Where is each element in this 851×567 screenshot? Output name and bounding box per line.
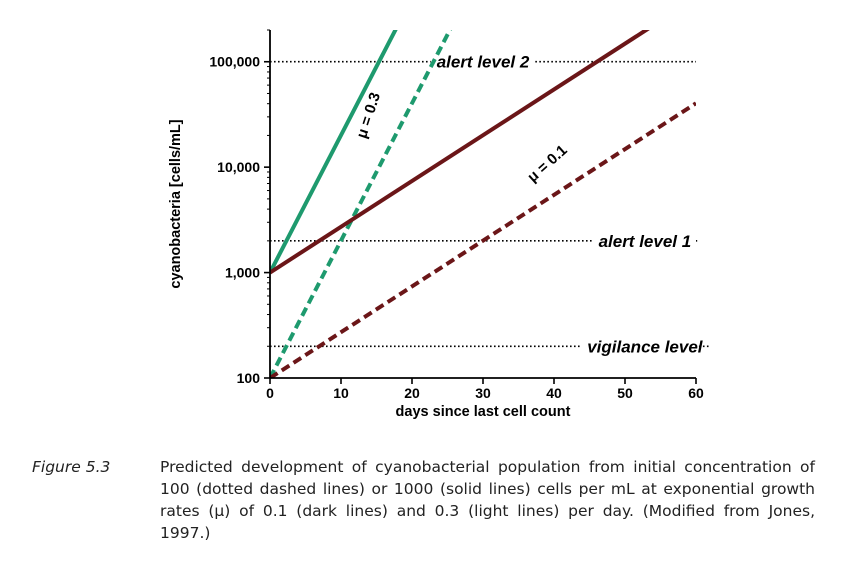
series-line <box>270 30 398 274</box>
x-axis-title: days since last cell count <box>396 404 571 420</box>
x-tick-label: 20 <box>404 385 420 401</box>
series-line <box>270 30 650 275</box>
series-lines <box>270 30 696 378</box>
x-tick-label: 30 <box>475 385 491 401</box>
reference-label: alert level 2 <box>437 53 530 72</box>
y-tick-label: 1,000 <box>225 265 260 281</box>
y-tick-label: 100,000 <box>209 54 260 70</box>
plot-frame <box>269 30 696 379</box>
growth-rate-label: μ = 0.1 <box>524 142 570 186</box>
figure-label: Figure 5.3 <box>32 458 111 476</box>
caption-text: Predicted development of cyanobacterial … <box>160 458 815 542</box>
x-tick-label: 0 <box>266 385 274 401</box>
reference-label: vigilance level <box>587 337 704 356</box>
series-line <box>270 101 696 378</box>
y-tick-label: 10,000 <box>217 159 260 175</box>
growth-rate-label: μ = 0.3 <box>353 90 384 140</box>
series-line <box>270 30 453 378</box>
axis-ticks: 0 10 20 30 40 50 60 100 1,000 10,000 100,000 <box>209 29 704 401</box>
chart: alert level 2 alert level 1 vigilance leve… <box>168 29 709 420</box>
x-tick-label: 50 <box>617 385 633 401</box>
x-tick-label: 10 <box>333 385 349 401</box>
x-tick-label: 60 <box>688 385 704 401</box>
figure-caption: Figure 5.3 Predicted development of cyan… <box>32 456 815 544</box>
reference-lines: alert level 2 alert level 1 vigilance leve… <box>270 53 709 356</box>
y-tick-label: 100 <box>237 370 261 386</box>
chart-labels: μ = 0.3 μ = 0.1 <box>353 90 570 185</box>
y-axis-title: cyanobacteria [cells/mL] <box>168 119 184 288</box>
reference-label: alert level 1 <box>599 232 692 251</box>
x-tick-label: 40 <box>546 385 562 401</box>
